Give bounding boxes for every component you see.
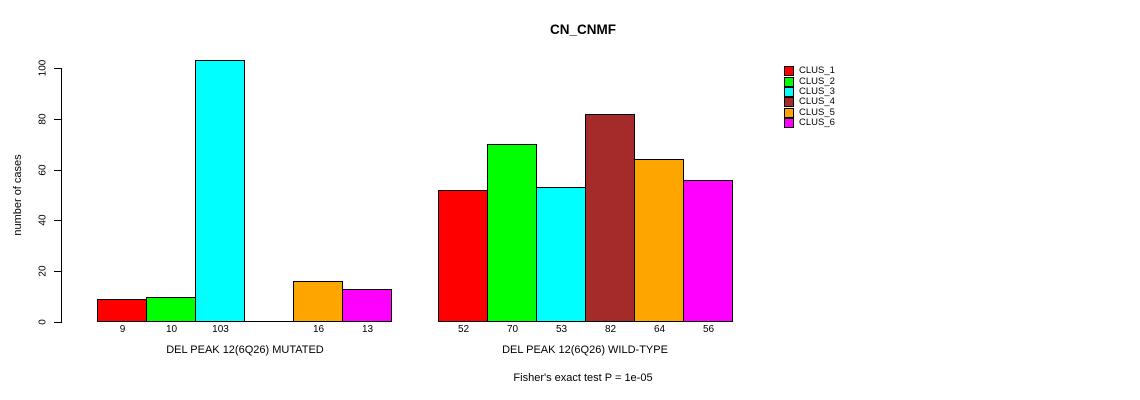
bar-value-label: 13 xyxy=(361,324,374,335)
legend-item-clus_2: CLUS_2 xyxy=(784,75,835,87)
legend-label: CLUS_4 xyxy=(799,96,835,108)
legend-swatch-icon xyxy=(784,107,794,118)
x-axis-group-label-wildtype: DEL PEAK 12(6Q26) WILD-TYPE xyxy=(502,344,668,356)
legend-swatch-icon xyxy=(784,76,794,87)
legend-label: CLUS_2 xyxy=(799,75,835,87)
x-axis-group-label-mutated: DEL PEAK 12(6Q26) MUTATED xyxy=(166,344,324,356)
legend-label: CLUS_1 xyxy=(799,65,835,77)
bar-value-label: 103 xyxy=(212,324,229,335)
y-axis-tick-label: 0 xyxy=(37,319,49,325)
bar-clus_3 xyxy=(195,60,245,322)
y-axis-tick-label: 100 xyxy=(37,59,49,77)
bar-value-label: 82 xyxy=(604,324,617,335)
chart-title: CN_CNMF xyxy=(550,22,616,37)
legend-label: CLUS_3 xyxy=(799,85,835,97)
bar-clus_1 xyxy=(438,190,488,322)
legend: CLUS_1 CLUS_2 CLUS_3 CLUS_4 CLUS_5 CLUS_6 xyxy=(784,65,835,129)
bar-value-label: 70 xyxy=(506,324,519,335)
bar-value-label: 56 xyxy=(702,324,715,335)
bar-value-label: 64 xyxy=(653,324,666,335)
y-axis-tick xyxy=(54,220,61,221)
bar-clus_6 xyxy=(342,289,392,322)
bar-clus_2 xyxy=(487,144,537,322)
fisher-test-annotation: Fisher's exact test P = 1e-05 xyxy=(513,372,653,384)
y-axis-tick xyxy=(54,322,61,323)
legend-item-clus_5: CLUS_5 xyxy=(784,106,835,118)
y-axis-tick xyxy=(54,68,61,69)
legend-item-clus_6: CLUS_6 xyxy=(784,117,835,129)
y-axis-tick-label: 80 xyxy=(37,113,49,125)
legend-swatch-icon xyxy=(784,66,794,77)
legend-item-clus_4: CLUS_4 xyxy=(784,96,835,108)
legend-label: CLUS_6 xyxy=(799,117,835,129)
bar-value-label: 10 xyxy=(165,324,178,335)
bar-value-label: 53 xyxy=(555,324,568,335)
y-axis-tick-label: 60 xyxy=(37,164,49,176)
y-axis-tick xyxy=(54,119,61,120)
legend-label: CLUS_5 xyxy=(799,106,835,118)
y-axis-label: number of cases xyxy=(12,154,24,236)
legend-swatch-icon xyxy=(784,97,794,108)
legend-swatch-icon xyxy=(784,118,794,129)
y-axis-line xyxy=(61,68,62,323)
bar-clus_4-zero xyxy=(244,321,294,322)
bar-clus_4 xyxy=(585,114,635,322)
legend-item-clus_3: CLUS_3 xyxy=(784,85,835,97)
bar-clus_3 xyxy=(536,187,586,322)
bar-clus_2 xyxy=(146,297,196,322)
y-axis-tick-label: 40 xyxy=(37,214,49,226)
bar-clus_5 xyxy=(634,159,684,322)
y-axis-tick-label: 20 xyxy=(37,265,49,277)
legend-swatch-icon xyxy=(784,86,794,97)
legend-item-clus_1: CLUS_1 xyxy=(784,65,835,77)
bar-clus_6 xyxy=(683,180,733,322)
y-axis-tick xyxy=(54,170,61,171)
bar-clus_5 xyxy=(293,281,343,322)
y-axis-tick xyxy=(54,271,61,272)
bar-value-label: 52 xyxy=(457,324,470,335)
bar-clus_1 xyxy=(97,299,147,322)
bar-value-label: 16 xyxy=(312,324,325,335)
bar-value-label: 9 xyxy=(119,324,126,335)
